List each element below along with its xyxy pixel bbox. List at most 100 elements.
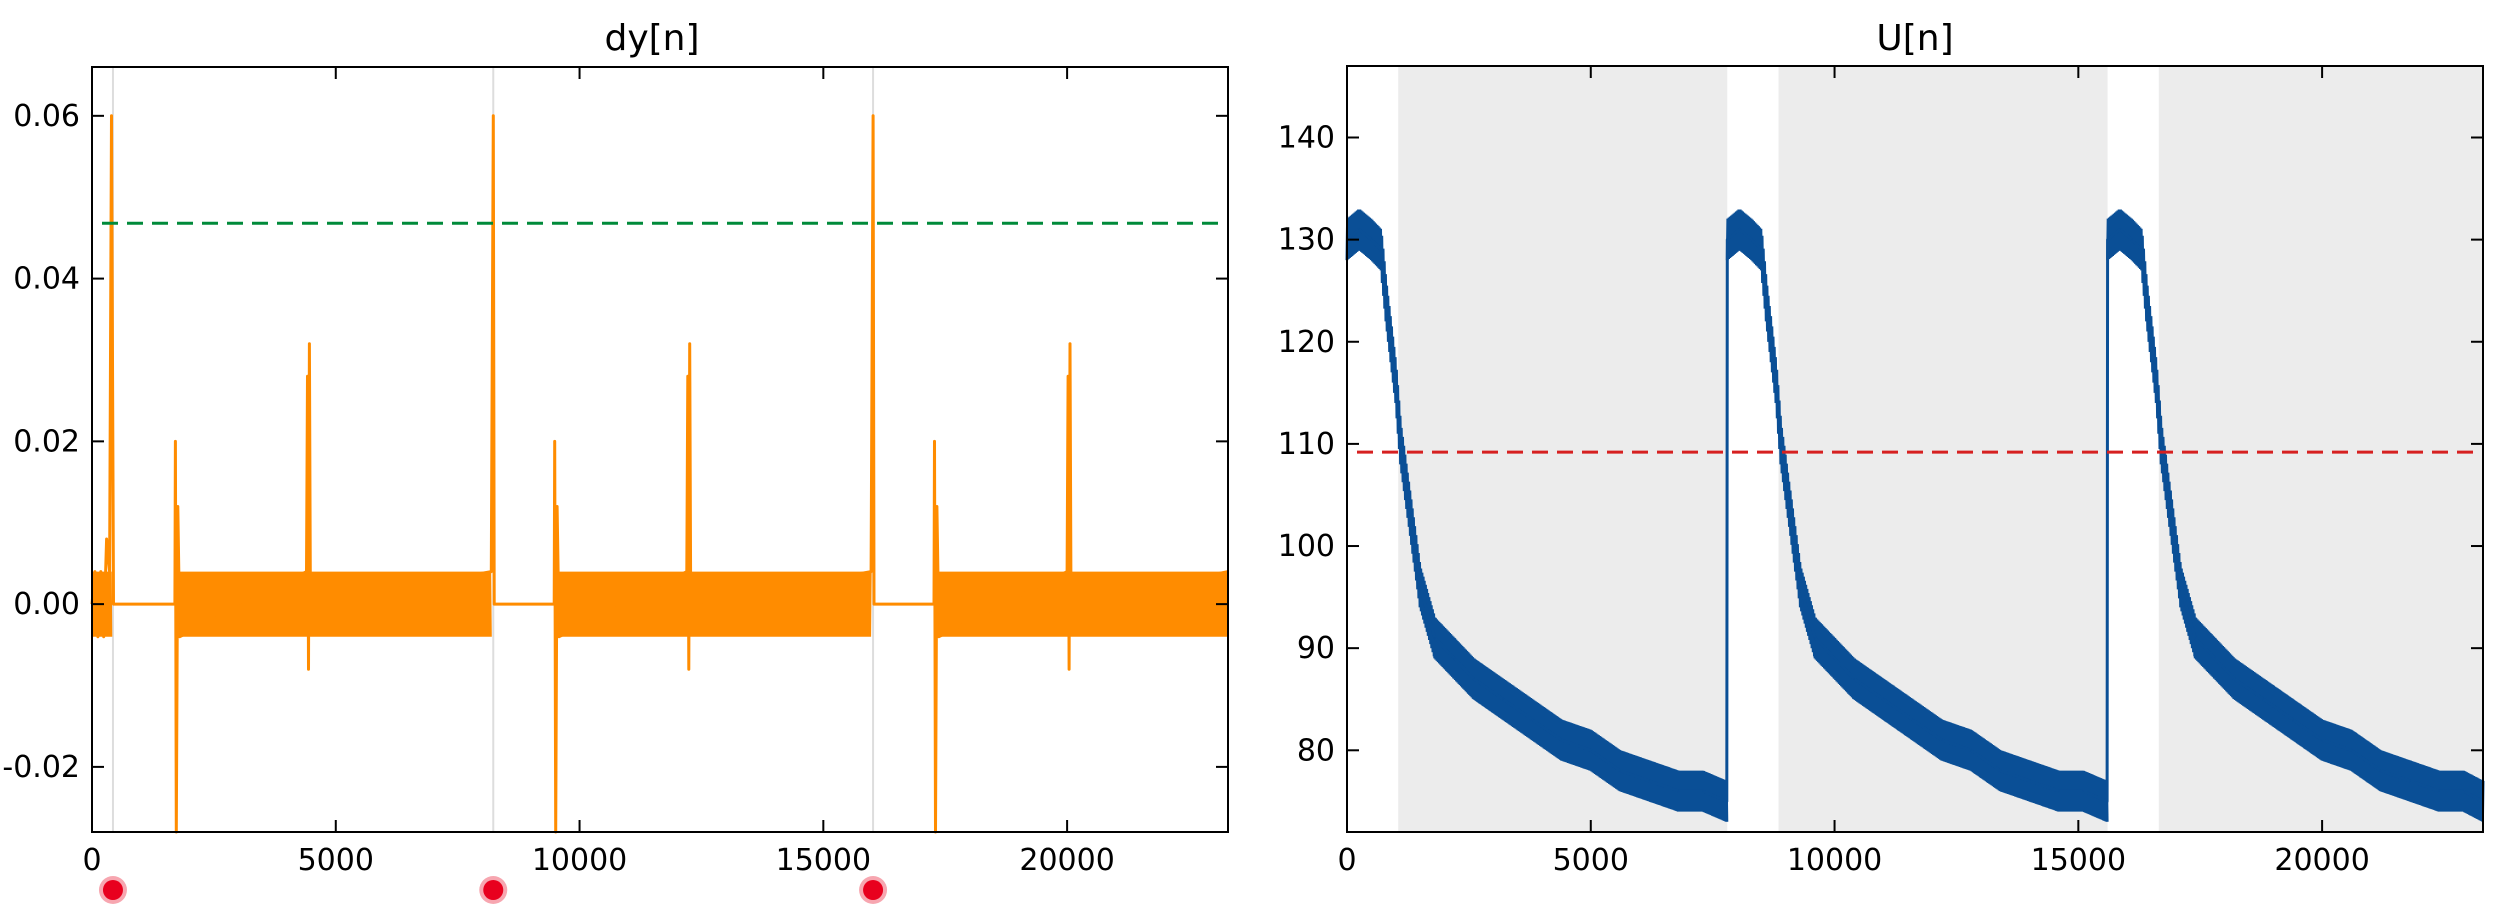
data-point-58 <box>2379 769 2382 772</box>
data-point-42 <box>1068 668 1070 671</box>
data-point-26 <box>1775 381 1777 384</box>
series-U <box>1345 209 2485 822</box>
x-tick-label: 15000 <box>2031 843 2126 878</box>
chart-dy: dy[n] 0 5000 10000 15000 20000-0.020.000.020… <box>2 18 1229 904</box>
data-point-44 <box>2131 238 2133 241</box>
data-point-41 <box>1067 375 1069 378</box>
series-band-0 <box>1345 209 2485 822</box>
data-point-57 <box>2350 749 2353 752</box>
data-point-35 <box>1941 739 1943 741</box>
data-point-38 <box>2028 780 2031 782</box>
y-tick-label: 90 <box>1297 631 1335 666</box>
data-point-19 <box>490 570 493 573</box>
data-point-38 <box>936 505 938 508</box>
data-point-7 <box>1409 514 1412 517</box>
data-point-14 <box>305 570 308 573</box>
data-point-3 <box>99 570 102 573</box>
data-point-31 <box>689 603 692 605</box>
event-dot-0 <box>102 880 123 900</box>
data-point-6 <box>108 570 111 573</box>
data-point-43 <box>1069 342 1071 345</box>
data-point-47 <box>2155 381 2158 384</box>
event-dot-1 <box>483 880 504 900</box>
data-point-42 <box>2106 238 2109 241</box>
data-point-50 <box>2179 586 2182 588</box>
data-point-17 <box>1648 780 1651 782</box>
axis-ticks: 0 5000 10000 15000 20000 -0.02 0.00 0.02 0.04 0.0… <box>2 67 1228 878</box>
y-tick-label: 80 <box>1297 733 1335 768</box>
data-point-49 <box>2170 514 2172 517</box>
data-point-15 <box>306 375 309 378</box>
data-point-10 <box>174 440 177 443</box>
data-point-15 <box>1589 749 1592 752</box>
y-tick-label: 0.02 <box>13 424 80 459</box>
x-tick-label: 15000 <box>776 843 871 878</box>
data-point-28 <box>686 375 689 378</box>
data-point-32 <box>1853 678 1855 680</box>
data-point-31 <box>1833 657 1836 660</box>
data-point-20 <box>1726 800 1728 803</box>
data-point-4 <box>102 635 105 638</box>
series-dy <box>90 114 1229 834</box>
x-tick-label: 20000 <box>1019 843 1114 878</box>
data-point-24 <box>1760 249 1763 251</box>
data-point-6 <box>1399 443 1402 445</box>
data-point-27 <box>686 570 688 573</box>
data-point-59 <box>2409 780 2411 782</box>
data-point-14 <box>1560 739 1563 741</box>
data-point-44 <box>1070 603 1072 605</box>
data-point-17 <box>308 342 311 345</box>
data-point-4 <box>1385 300 1387 302</box>
data-point-9 <box>1433 637 1436 639</box>
data-point-18 <box>309 603 312 605</box>
x-tick-label: 0 <box>82 843 101 878</box>
series-line-0 <box>90 114 1229 834</box>
data-point-9 <box>174 603 176 605</box>
y-tick-label: 110 <box>1278 427 1335 462</box>
data-point-23 <box>553 440 556 443</box>
data-point-40 <box>2082 790 2085 792</box>
data-point-46 <box>2145 300 2148 302</box>
event-dot-2 <box>863 880 884 900</box>
plot-frame <box>91 66 1229 833</box>
data-point-61 <box>2462 790 2465 792</box>
data-point-54 <box>2262 698 2265 701</box>
data-point-18 <box>1677 790 1680 792</box>
data-point-55 <box>2292 718 2294 721</box>
data-point-27 <box>1780 443 1782 445</box>
data-point-20 <box>492 115 495 117</box>
y-tick-label: 140 <box>1278 120 1335 155</box>
data-point-29 <box>1799 586 1802 588</box>
data-point-39 <box>938 635 940 638</box>
x-tick-label: 5000 <box>1553 843 1629 878</box>
shaded-region-2 <box>2158 66 2483 832</box>
data-point-28 <box>1789 514 1792 517</box>
data-point-11 <box>1472 678 1475 680</box>
data-point-5 <box>105 538 108 540</box>
y-tick-label: 0.06 <box>13 99 80 134</box>
data-point-26 <box>558 635 560 638</box>
data-point-12 <box>1502 698 1504 701</box>
chart-title: U[n] <box>1876 18 1953 59</box>
data-point-30 <box>1814 637 1816 639</box>
data-point-41 <box>2106 800 2108 803</box>
x-tick-label: 10000 <box>1787 843 1882 878</box>
data-point-34 <box>873 603 875 605</box>
data-point-1 <box>1358 228 1360 231</box>
data-point-29 <box>687 668 690 671</box>
data-point-21 <box>493 603 496 605</box>
shaded-region-1 <box>1778 66 2108 832</box>
data-point-35 <box>933 603 935 605</box>
data-point-23 <box>1750 238 1753 241</box>
data-point-36 <box>1970 749 1972 752</box>
data-point-39 <box>2058 790 2060 792</box>
x-tick-label: 20000 <box>2274 843 2369 878</box>
data-point-13 <box>1531 718 1534 721</box>
data-point-40 <box>1066 570 1068 573</box>
shaded-regions <box>1398 66 2483 832</box>
x-tick-label: 0 <box>1337 843 1356 878</box>
data-point-45 <box>2140 249 2143 251</box>
chart-title: dy[n] <box>604 18 699 59</box>
data-point-10 <box>1453 657 1456 660</box>
